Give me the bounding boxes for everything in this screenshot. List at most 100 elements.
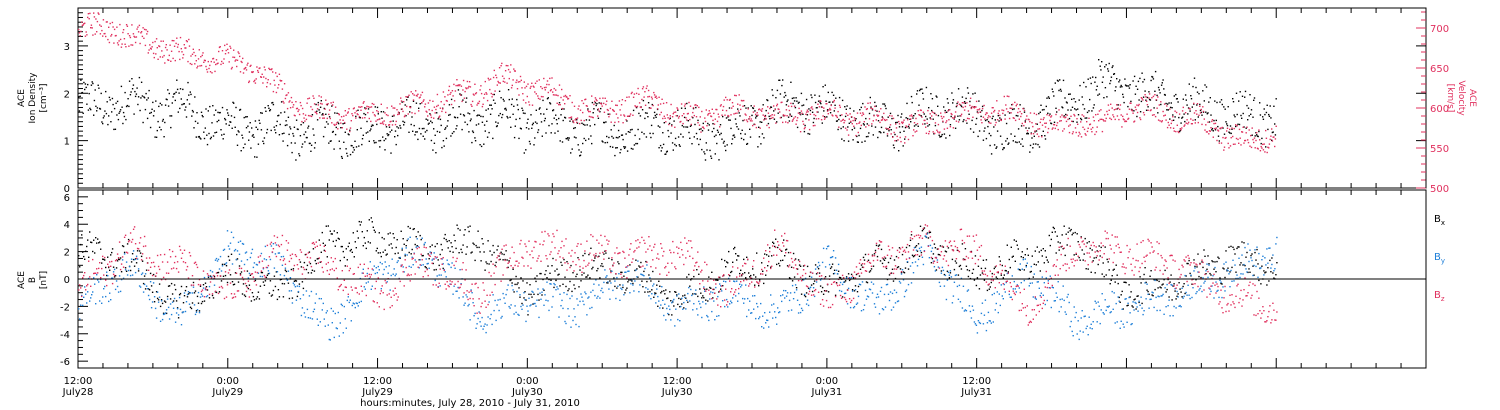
density-point	[115, 102, 117, 104]
bx-point	[1131, 305, 1133, 307]
by-point	[116, 285, 119, 288]
bx-point	[88, 256, 90, 258]
bx-point	[985, 259, 988, 261]
density-point	[1031, 137, 1033, 139]
velocity-point	[1188, 107, 1190, 110]
by-point	[295, 299, 298, 301]
density-point	[1196, 91, 1199, 93]
velocity-point	[166, 49, 168, 51]
density-point	[1259, 102, 1261, 104]
velocity-point	[764, 115, 767, 118]
density-point	[581, 122, 583, 124]
velocity-point	[481, 105, 484, 108]
density-point	[738, 112, 740, 114]
density-point	[232, 101, 234, 104]
velocity-point	[125, 46, 127, 48]
bx-point	[205, 286, 208, 288]
velocity-point	[799, 131, 802, 133]
velocity-point	[895, 123, 897, 125]
bx-point	[261, 271, 264, 274]
bx-point	[1222, 267, 1224, 269]
velocity-point	[945, 121, 947, 124]
bx-point	[619, 284, 621, 286]
bx-point	[515, 275, 517, 278]
velocity-point	[946, 127, 949, 129]
bx-point	[1019, 269, 1021, 271]
bx-point	[546, 277, 548, 279]
density-point	[496, 125, 498, 127]
bx-point	[831, 263, 834, 265]
density-point	[949, 134, 951, 137]
velocity-point	[604, 97, 606, 99]
bx-point	[682, 295, 684, 297]
bx-point	[282, 296, 285, 298]
velocity-point	[1110, 118, 1113, 121]
velocity-point	[301, 120, 303, 123]
velocity-point	[689, 105, 692, 107]
bx-point	[1061, 234, 1063, 236]
density-point	[974, 92, 976, 94]
velocity-point	[677, 108, 679, 110]
by-point	[237, 241, 240, 243]
velocity-point	[734, 112, 737, 115]
density-point	[591, 142, 593, 145]
density-point	[1023, 111, 1026, 113]
density-point	[1017, 115, 1019, 117]
density-point	[1198, 93, 1200, 95]
bx-point	[386, 253, 388, 255]
density-point	[744, 133, 746, 135]
velocity-point	[1087, 127, 1089, 129]
velocity-point	[187, 60, 189, 63]
density-point	[511, 98, 513, 100]
density-point	[883, 131, 885, 134]
velocity-point	[304, 120, 306, 122]
velocity-point	[215, 59, 218, 61]
by-point	[99, 300, 101, 302]
velocity-point	[582, 111, 584, 114]
density-point	[769, 118, 771, 120]
density-point	[730, 127, 732, 130]
density-point	[224, 117, 226, 120]
velocity-point	[1050, 115, 1053, 117]
velocity-point	[1068, 131, 1071, 134]
density-point	[330, 140, 332, 142]
density-point	[734, 136, 736, 138]
bx-point	[392, 233, 394, 235]
bx-point	[144, 288, 147, 290]
velocity-point	[376, 119, 379, 121]
bx-point	[819, 285, 822, 287]
density-point	[480, 145, 483, 148]
velocity-point	[488, 79, 490, 81]
velocity-point	[742, 105, 744, 107]
density-point	[1084, 117, 1086, 119]
bx-point	[792, 252, 795, 255]
velocity-point	[223, 58, 225, 60]
velocity-point	[616, 104, 618, 107]
velocity-point	[455, 84, 457, 87]
velocity-point	[249, 65, 251, 67]
velocity-point	[1218, 142, 1220, 144]
velocity-point	[752, 124, 754, 127]
bx-point	[1149, 275, 1151, 277]
density-point	[474, 137, 476, 139]
velocity-point	[1115, 108, 1117, 110]
density-point	[492, 137, 494, 140]
velocity-point	[567, 98, 569, 100]
density-point	[1266, 104, 1268, 106]
density-point	[1208, 121, 1211, 123]
by-point	[101, 302, 103, 304]
bx-point	[263, 284, 266, 286]
bx-point	[699, 288, 701, 290]
by-point	[304, 316, 307, 318]
velocity-point	[816, 111, 818, 113]
density-point	[285, 120, 287, 122]
velocity-point	[868, 118, 871, 120]
bx-point	[1108, 269, 1110, 271]
velocity-point	[281, 88, 284, 90]
velocity-point	[778, 108, 780, 111]
bx-point	[716, 279, 718, 281]
density-point	[1229, 125, 1232, 127]
bx-point	[156, 297, 159, 300]
bx-point	[86, 245, 88, 248]
